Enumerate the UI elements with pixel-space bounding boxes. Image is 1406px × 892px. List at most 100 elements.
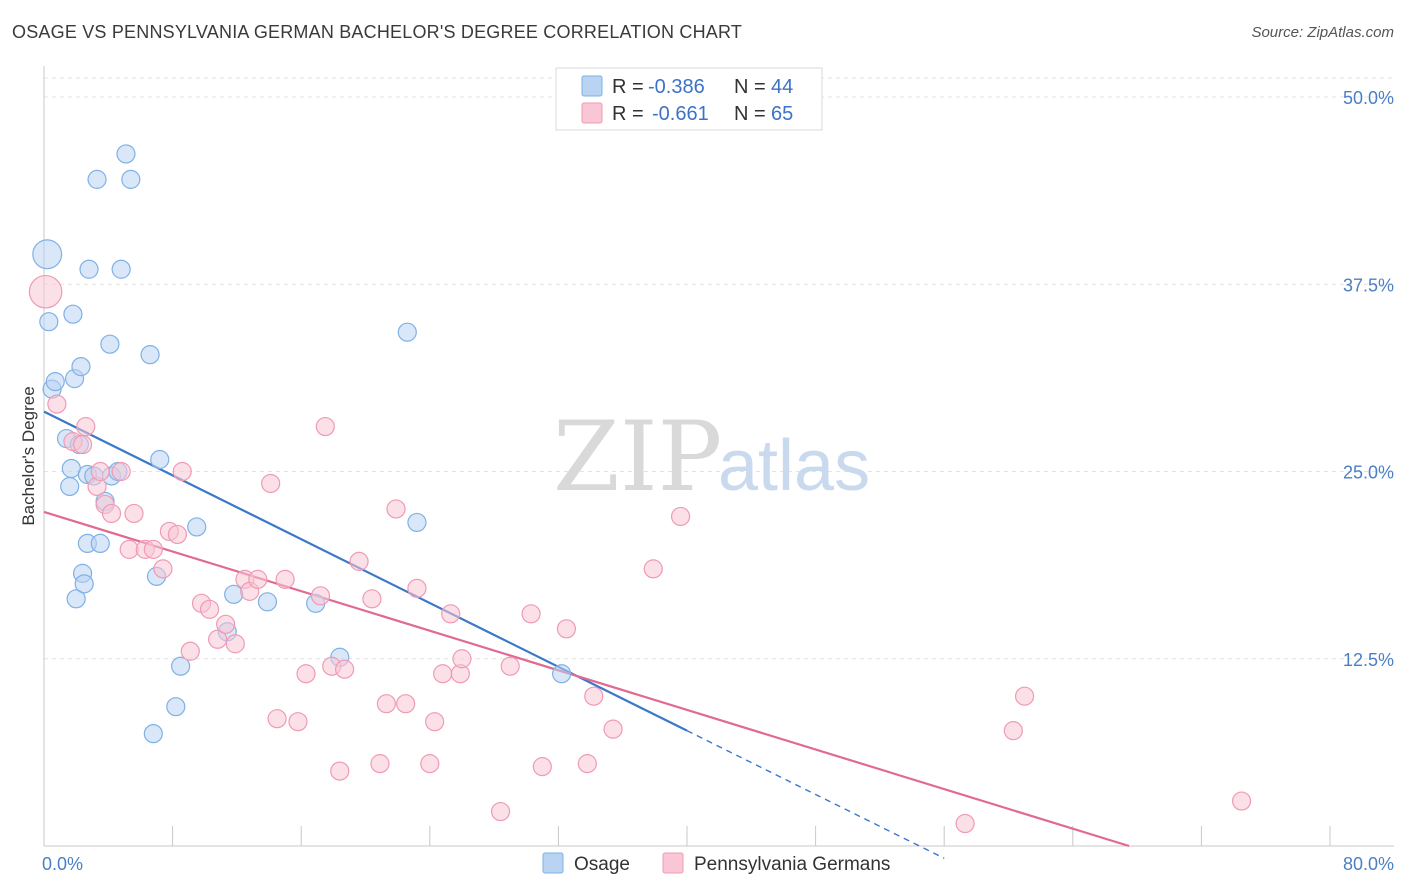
- legend-bottom-swatch-osage: [542, 852, 564, 874]
- legend-n-label-pa-german: N =: [734, 103, 766, 125]
- legend-bottom-swatch-pa-german: [662, 852, 684, 874]
- legend-bottom-label-pa-german: Pennsylvania Germans: [694, 854, 890, 875]
- pa-german-point: [420, 754, 440, 774]
- pa-german-point: [180, 641, 200, 661]
- legend-n-value-pa-german: 65: [771, 103, 793, 125]
- pa-german-point: [296, 664, 316, 684]
- pa-german-point: [603, 719, 623, 739]
- pa-german-point: [370, 754, 390, 774]
- osage-point: [171, 656, 191, 676]
- pa-german-point: [76, 416, 96, 437]
- pa-german-point: [143, 539, 163, 559]
- osage-point: [143, 724, 163, 744]
- pa-german-point: [101, 503, 122, 524]
- pa-german-point: [225, 634, 245, 654]
- pa-german-point: [47, 394, 67, 414]
- trend-lines: [43, 410, 1130, 859]
- legend-r-label-osage: R =: [612, 76, 644, 98]
- osage-point: [39, 312, 59, 332]
- osage-point: [100, 334, 120, 354]
- data-points: [28, 144, 1252, 834]
- osage-point: [87, 169, 107, 189]
- pa-german-point: [72, 434, 93, 455]
- pa-german-point: [119, 539, 139, 559]
- pa-german-point: [407, 578, 427, 598]
- legend-series: Osage Pennsylvania Germans: [542, 852, 890, 875]
- osage-point: [32, 239, 63, 270]
- pa-german-point: [433, 664, 453, 684]
- osage-point: [116, 144, 136, 164]
- chart-source: Source: ZipAtlas.com: [1251, 24, 1394, 41]
- pa-german-point: [556, 619, 577, 639]
- chart-title: OSAGE VS PENNSYLVANIA GERMAN BACHELOR'S …: [12, 22, 743, 42]
- pa-german-point: [521, 604, 541, 624]
- osage-point: [79, 259, 99, 279]
- y-tick-label: 50.0%: [1343, 88, 1394, 108]
- pa-german-point: [670, 506, 691, 527]
- pa-german-point: [199, 599, 220, 619]
- pa-german-point: [275, 569, 295, 589]
- osage-point: [71, 357, 91, 377]
- pa-german-point: [441, 604, 461, 624]
- pa-german-point: [248, 569, 268, 589]
- pa-german-point: [349, 551, 369, 571]
- legend-swatch-pa-german: [581, 102, 603, 124]
- pa-german-point: [315, 416, 335, 437]
- legend-r-value-osage: -0.386: [648, 76, 705, 98]
- osage-point: [45, 372, 65, 392]
- legend-n-value-osage: 44: [771, 76, 793, 98]
- pa-german-point: [452, 649, 472, 669]
- pa-german-point: [288, 712, 308, 732]
- osage-point: [166, 697, 186, 717]
- watermark: ZIP atlas: [553, 401, 870, 513]
- pa-german-point: [386, 499, 406, 519]
- pa-german-point: [172, 461, 192, 482]
- pa-german-point: [208, 629, 228, 649]
- legend-bottom-label-osage: Osage: [574, 854, 630, 875]
- y-tick-label: 37.5%: [1343, 275, 1394, 295]
- pa-german-point: [1003, 721, 1023, 741]
- pa-german-point: [955, 813, 975, 834]
- pa-german-point: [124, 503, 144, 524]
- pa-german-point: [153, 559, 173, 579]
- pa-german-point: [425, 712, 445, 732]
- pa-german-point: [111, 461, 131, 482]
- pa-german-point: [362, 589, 382, 609]
- osage-trend-extension: [686, 730, 945, 859]
- pa-german-point: [643, 559, 663, 579]
- pa-german-point: [261, 473, 281, 494]
- pa-german-point: [330, 761, 350, 781]
- pa-german-point: [490, 801, 511, 822]
- legend-r-value-pa-german: -0.661: [652, 103, 709, 125]
- osage-point: [187, 517, 207, 537]
- y-tick-label: 25.0%: [1343, 463, 1394, 483]
- osage-point: [407, 512, 427, 533]
- pa-german-point: [500, 656, 520, 676]
- pa-german-point: [584, 686, 604, 706]
- pa-german-point: [90, 461, 110, 482]
- osage-point: [63, 304, 83, 324]
- x-tick-label-max: 80.0%: [1343, 854, 1394, 874]
- pa-german-point: [376, 694, 396, 714]
- pa-german-point: [167, 524, 188, 545]
- osage-point: [61, 458, 81, 479]
- pa-german-trend-line: [43, 510, 1130, 848]
- pa-german-point: [267, 709, 287, 729]
- osage-point: [74, 574, 94, 594]
- legend-swatch-osage: [581, 75, 603, 97]
- osage-point: [60, 476, 80, 497]
- y-tick-label: 12.5%: [1343, 650, 1394, 670]
- legend-r-label-pa-german: R =: [612, 103, 644, 125]
- pa-german-point: [1231, 791, 1252, 811]
- y-axis-label: Bachelor's Degree: [19, 386, 38, 525]
- osage-point: [552, 664, 572, 684]
- pa-german-point: [335, 659, 355, 679]
- watermark-atlas: atlas: [718, 426, 870, 506]
- x-tick-label-min: 0.0%: [42, 854, 83, 874]
- pa-german-point: [310, 586, 331, 606]
- pa-german-point: [216, 614, 236, 634]
- pa-german-point: [28, 274, 63, 309]
- pa-german-point: [396, 694, 416, 714]
- osage-point: [397, 322, 417, 342]
